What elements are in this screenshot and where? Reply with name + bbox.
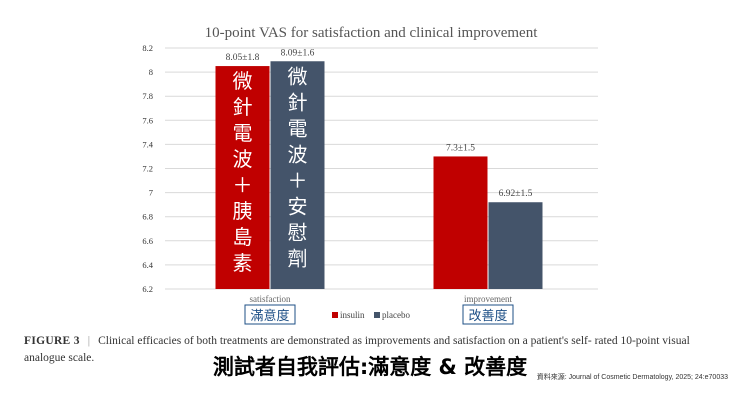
chart-title: 10-point VAS for satisfaction and clinic… bbox=[205, 25, 539, 41]
y-tick-label: 7.4 bbox=[142, 139, 153, 149]
y-tick-label: 6.2 bbox=[142, 284, 153, 294]
bar-insulin-satisfaction bbox=[215, 66, 270, 289]
bar-overlay-char: ＋ bbox=[233, 173, 253, 197]
bar-overlay-char: 島 bbox=[233, 225, 253, 249]
bar-overlay-char: 波 bbox=[288, 142, 308, 166]
figure-label: FIGURE 3 bbox=[24, 335, 80, 347]
x-axis-categories: satisfaction 滿意度 improvement 改善度 bbox=[244, 294, 514, 325]
bar-insulin-improvement bbox=[433, 156, 488, 289]
bar-overlay-char: 素 bbox=[233, 251, 253, 275]
y-tick-label: 7.6 bbox=[142, 115, 153, 125]
legend-label-insulin: insulin bbox=[340, 310, 365, 320]
y-tick-label: 7.2 bbox=[142, 164, 153, 174]
bar-overlay-char: 安 bbox=[288, 194, 308, 218]
y-tick-label: 7 bbox=[149, 188, 153, 198]
category-tag-zh: 滿意度 bbox=[250, 308, 289, 324]
category-tag-zh: 改善度 bbox=[468, 308, 507, 324]
bar-overlay-char: 劑 bbox=[288, 246, 308, 270]
y-axis-ticks: 8.2 8 7.8 7.6 7.4 7.2 7 6.8 6.6 6.4 6.2 bbox=[142, 43, 153, 294]
footer-title: 測試者自我評估:滿意度 & 改善度 bbox=[212, 355, 528, 379]
data-label: 7.3±1.5 bbox=[446, 143, 475, 153]
y-tick-label: 8.2 bbox=[142, 43, 153, 53]
bar-overlay-char: 微 bbox=[233, 69, 253, 93]
y-tick-label: 6.4 bbox=[142, 260, 153, 270]
bars: 8.05±1.87.3±1.5微針電波＋胰島素8.09±1.66.92±1.5微… bbox=[215, 48, 543, 289]
bar-placebo-improvement bbox=[488, 202, 543, 289]
legend-swatch-insulin bbox=[332, 312, 338, 318]
bar-overlay-char: 電 bbox=[288, 116, 308, 140]
caption-text: Clinical efficacies of both treatments a… bbox=[24, 335, 690, 364]
bar-overlay-char: 慰 bbox=[288, 220, 308, 244]
category-tag-box bbox=[462, 304, 514, 325]
legend-label-placebo: placebo bbox=[382, 310, 410, 320]
bar-chart: 10-point VAS for satisfaction and clinic… bbox=[142, 25, 598, 325]
x-category-label: satisfaction bbox=[250, 294, 291, 304]
y-tick-label: 6.8 bbox=[142, 212, 153, 222]
bar-overlay-char: 胰 bbox=[233, 199, 253, 223]
legend-swatch-placebo bbox=[374, 312, 380, 318]
y-tick-label: 8 bbox=[149, 67, 153, 77]
x-category-label: improvement bbox=[464, 294, 512, 304]
y-tick-label: 6.6 bbox=[142, 236, 153, 246]
bar-placebo-satisfaction bbox=[270, 61, 325, 289]
bar-overlay-char: ＋ bbox=[288, 168, 308, 192]
bar-overlay-char: 針 bbox=[233, 95, 253, 119]
caption-separator: | bbox=[87, 335, 91, 347]
legend: insulin placebo bbox=[332, 310, 410, 320]
data-label: 8.05±1.8 bbox=[226, 53, 260, 63]
bar-overlay-char: 針 bbox=[288, 90, 308, 114]
data-label: 8.09±1.6 bbox=[281, 48, 315, 58]
y-tick-label: 7.8 bbox=[142, 91, 153, 101]
figure-caption: FIGURE 3 | Clinical efficacies of both tre… bbox=[24, 333, 724, 367]
bar-overlay-char: 微 bbox=[288, 64, 308, 88]
bar-overlay-char: 波 bbox=[233, 147, 253, 171]
data-label: 6.92±1.5 bbox=[499, 189, 533, 199]
source-credit: 資料來源: Journal of Cosmetic Dermatology, 2… bbox=[536, 374, 728, 381]
bar-overlay-char: 電 bbox=[233, 121, 253, 145]
category-tag-box bbox=[244, 304, 296, 325]
